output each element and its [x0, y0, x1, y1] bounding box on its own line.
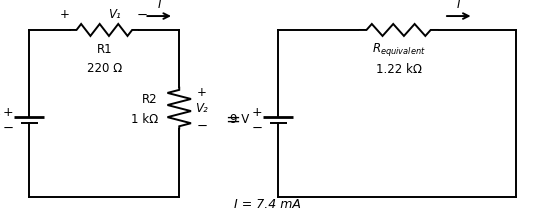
Text: +: + [59, 9, 69, 21]
Text: −: − [251, 122, 262, 134]
Text: I: I [157, 0, 161, 11]
Text: =: = [225, 111, 240, 129]
Text: 1.22 kΩ: 1.22 kΩ [376, 63, 422, 76]
Text: −: − [196, 120, 207, 133]
Text: I: I [457, 0, 461, 11]
Text: $R_{equivalent}$: $R_{equivalent}$ [372, 41, 425, 58]
Text: I = 7.4 mA: I = 7.4 mA [234, 198, 301, 211]
Text: V₂: V₂ [195, 102, 208, 114]
Text: 220 Ω: 220 Ω [87, 62, 122, 75]
Text: V₁: V₁ [108, 9, 120, 21]
Text: +: + [197, 86, 207, 98]
Text: −: − [3, 122, 13, 134]
Text: +: + [251, 106, 262, 119]
Text: +: + [3, 106, 13, 119]
Text: 9 V: 9 V [230, 113, 249, 126]
Text: R2: R2 [142, 93, 158, 106]
Text: −: − [136, 9, 147, 21]
Text: 1 kΩ: 1 kΩ [131, 113, 158, 126]
Text: R1: R1 [96, 43, 112, 56]
